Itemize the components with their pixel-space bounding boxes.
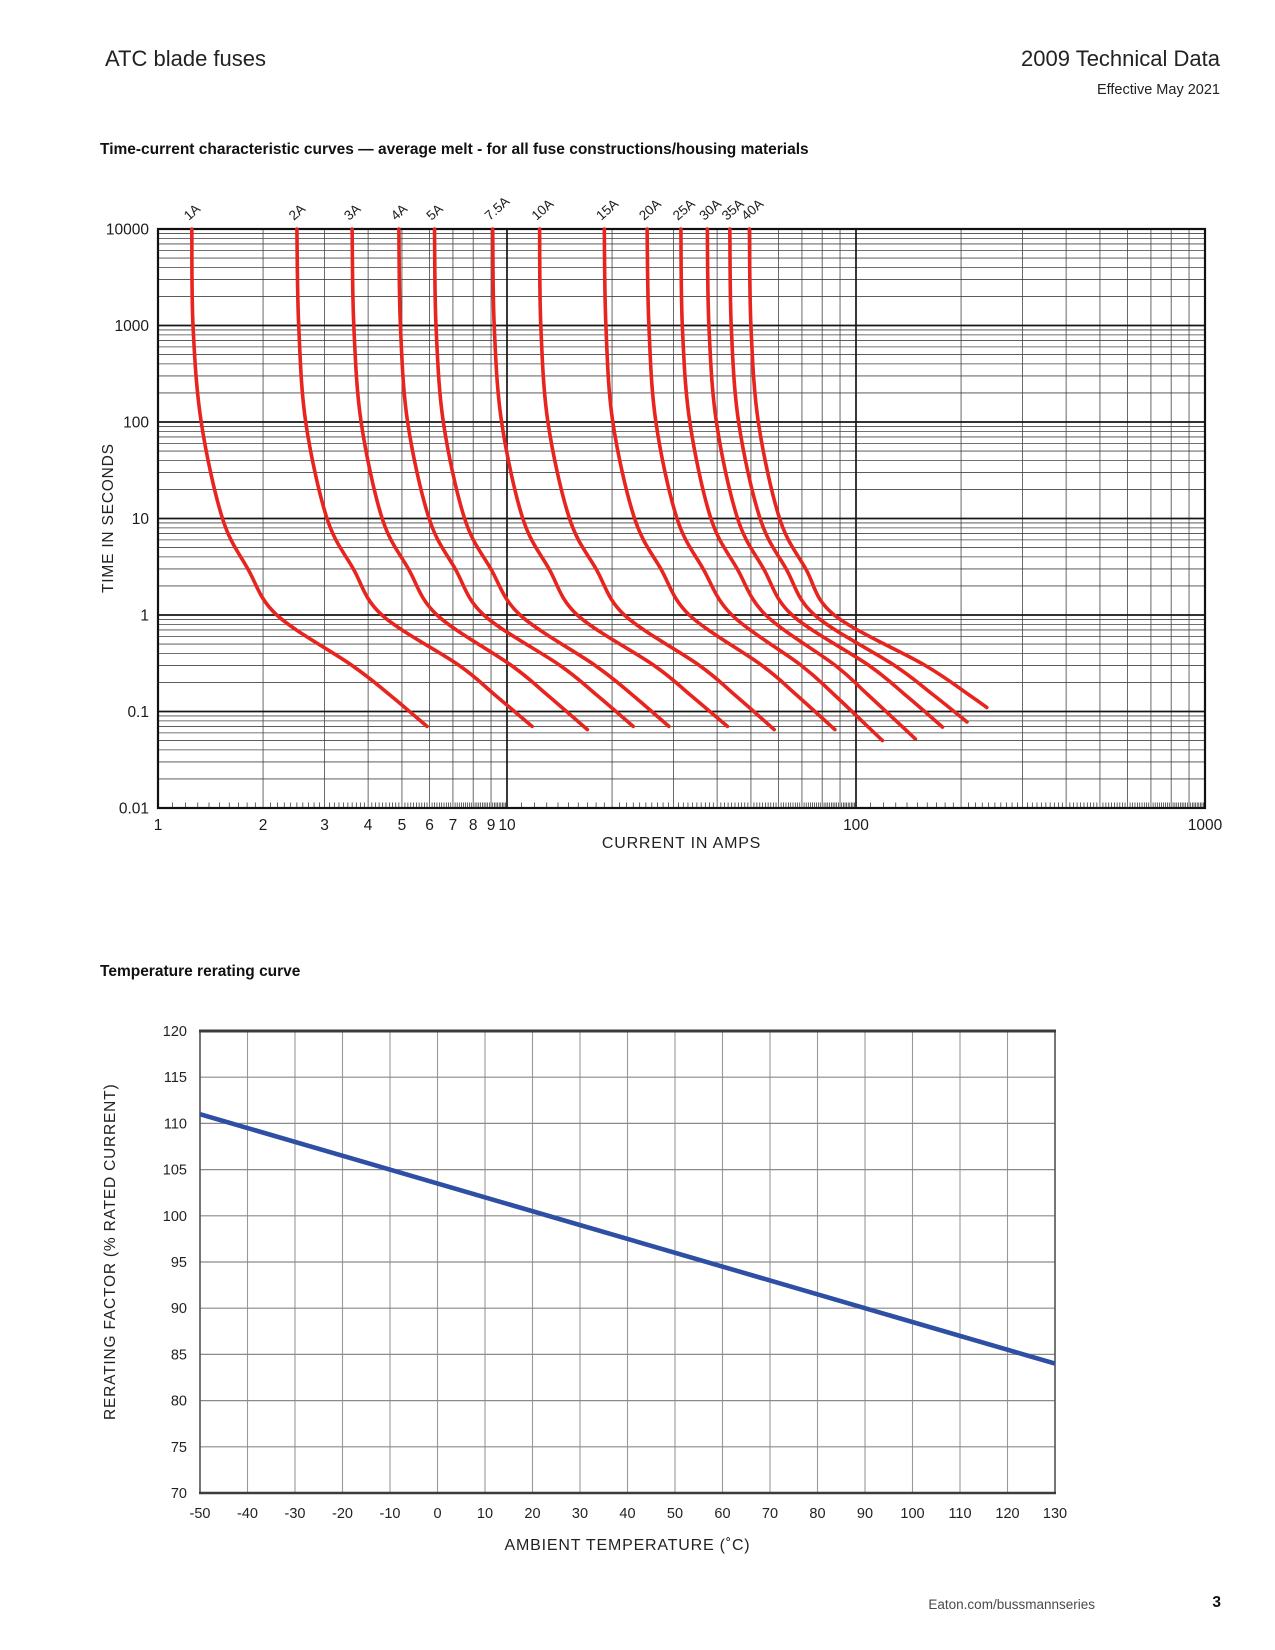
x-tick-label: 30 — [572, 1506, 588, 1522]
fuse-curve-35A — [728, 227, 969, 724]
rerating-line — [199, 1111, 1056, 1366]
curve-label-30A: 30A — [696, 196, 724, 223]
y-tick-label: 115 — [164, 1070, 187, 1086]
x-tick-label: 9 — [487, 817, 496, 834]
x-tick-label: 100 — [843, 817, 869, 834]
x-tick-label: 10 — [498, 817, 516, 834]
product-title: ATC blade fuses — [105, 46, 267, 71]
fuse-curve-10A — [537, 227, 776, 732]
y-tick-label: 10 — [132, 511, 150, 528]
curve-label-25A: 25A — [670, 196, 698, 223]
curve-label-20A: 20A — [636, 196, 664, 223]
x-tick-label: -30 — [285, 1506, 306, 1522]
y-tick-label: 90 — [171, 1301, 187, 1317]
x-tick-label: 120 — [995, 1506, 1019, 1522]
fuse-curve-7.5A — [490, 227, 730, 729]
chart2-y-axis-title: RERATING FACTOR (% RATED CURRENT) — [102, 1083, 119, 1420]
curve-label-2A: 2A — [286, 201, 308, 223]
x-tick-label: 60 — [714, 1506, 730, 1522]
x-tick-label: 10 — [477, 1506, 493, 1522]
doc-type-title: 2009 Technical Data — [1021, 46, 1220, 71]
y-tick-label: 80 — [171, 1394, 187, 1410]
y-tick-label: 1 — [140, 608, 149, 625]
y-tick-label: 85 — [171, 1347, 187, 1363]
chart1-y-axis-title: TIME IN SECONDS — [100, 443, 117, 593]
chart1-x-axis-title: CURRENT IN AMPS — [601, 835, 762, 852]
y-tick-label: 100 — [123, 415, 149, 432]
chart2-x-axis-title: AMBIENT TEMPERATURE (˚C) — [504, 1537, 751, 1554]
fuse-curve-3A — [350, 227, 590, 732]
fuse-curve-30A — [705, 227, 945, 729]
fuse-curve-5A — [432, 227, 671, 729]
fuse-curve-2A — [295, 227, 534, 729]
x-tick-label: 70 — [762, 1506, 778, 1522]
x-tick-label: -20 — [332, 1506, 353, 1522]
x-tick-label: 7 — [449, 817, 458, 834]
x-tick-label: 1 — [154, 817, 163, 834]
x-tick-label: 20 — [524, 1506, 540, 1522]
doc-effective-date: Effective May 2021 — [1096, 82, 1220, 98]
curve-label-4A: 4A — [388, 201, 410, 223]
curve-label-3A: 3A — [341, 201, 363, 223]
y-tick-label: 75 — [171, 1440, 187, 1456]
x-tick-label: 0 — [433, 1506, 441, 1522]
footer-page-number: 3 — [1212, 1594, 1221, 1611]
x-tick-label: 4 — [364, 817, 373, 834]
x-tick-label: 130 — [1043, 1506, 1067, 1522]
fuse-curve-25A — [679, 227, 918, 741]
y-tick-label: 0.01 — [119, 801, 149, 818]
x-tick-label: -50 — [190, 1506, 211, 1522]
x-tick-label: 1000 — [1188, 817, 1223, 834]
curve-label-5A: 5A — [424, 201, 446, 223]
y-tick-label: 0.1 — [127, 704, 149, 721]
x-tick-label: 40 — [619, 1506, 635, 1522]
x-tick-label: 80 — [809, 1506, 825, 1522]
header-right: 2009 Technical Data Effective May 2021 — [1021, 46, 1220, 98]
y-tick-label: 120 — [163, 1024, 187, 1040]
y-tick-label: 70 — [171, 1486, 187, 1502]
x-tick-label: 110 — [948, 1506, 971, 1522]
fuse-curve-1A — [190, 227, 429, 729]
y-tick-label: 1000 — [115, 318, 150, 335]
time-current-section-title: Time-current characteristic curves — ave… — [100, 141, 809, 158]
fuse-curve-40A — [747, 227, 989, 710]
x-tick-label: 6 — [425, 817, 434, 834]
x-tick-label: -40 — [237, 1506, 258, 1522]
curve-label-15A: 15A — [593, 196, 621, 223]
footer-url: Eaton.com/bussmannseries — [928, 1597, 1095, 1612]
x-tick-label: 3 — [320, 817, 329, 834]
y-tick-label: 95 — [171, 1255, 187, 1271]
y-tick-label: 100 — [163, 1209, 187, 1225]
x-tick-label: 8 — [469, 817, 478, 834]
curve-label-10A: 10A — [529, 196, 557, 223]
curve-label-7.5A: 7.5A — [482, 193, 513, 223]
x-tick-label: 2 — [259, 817, 268, 834]
x-tick-label: -10 — [380, 1506, 401, 1522]
x-tick-label: 90 — [857, 1506, 873, 1522]
y-tick-label: 110 — [164, 1116, 187, 1132]
fuse-curve-4A — [397, 227, 635, 729]
fuse-curve-20A — [645, 227, 885, 743]
curve-label-1A: 1A — [181, 201, 203, 223]
y-tick-label: 105 — [163, 1163, 187, 1179]
x-tick-label: 5 — [398, 817, 407, 834]
rerating-section-title: Temperature rerating curve — [100, 963, 301, 980]
x-tick-label: 100 — [900, 1506, 924, 1522]
y-tick-label: 10000 — [106, 222, 149, 239]
x-tick-label: 50 — [667, 1506, 683, 1522]
curve-label-40A: 40A — [738, 196, 766, 223]
fuse-curve-15A — [602, 227, 837, 732]
